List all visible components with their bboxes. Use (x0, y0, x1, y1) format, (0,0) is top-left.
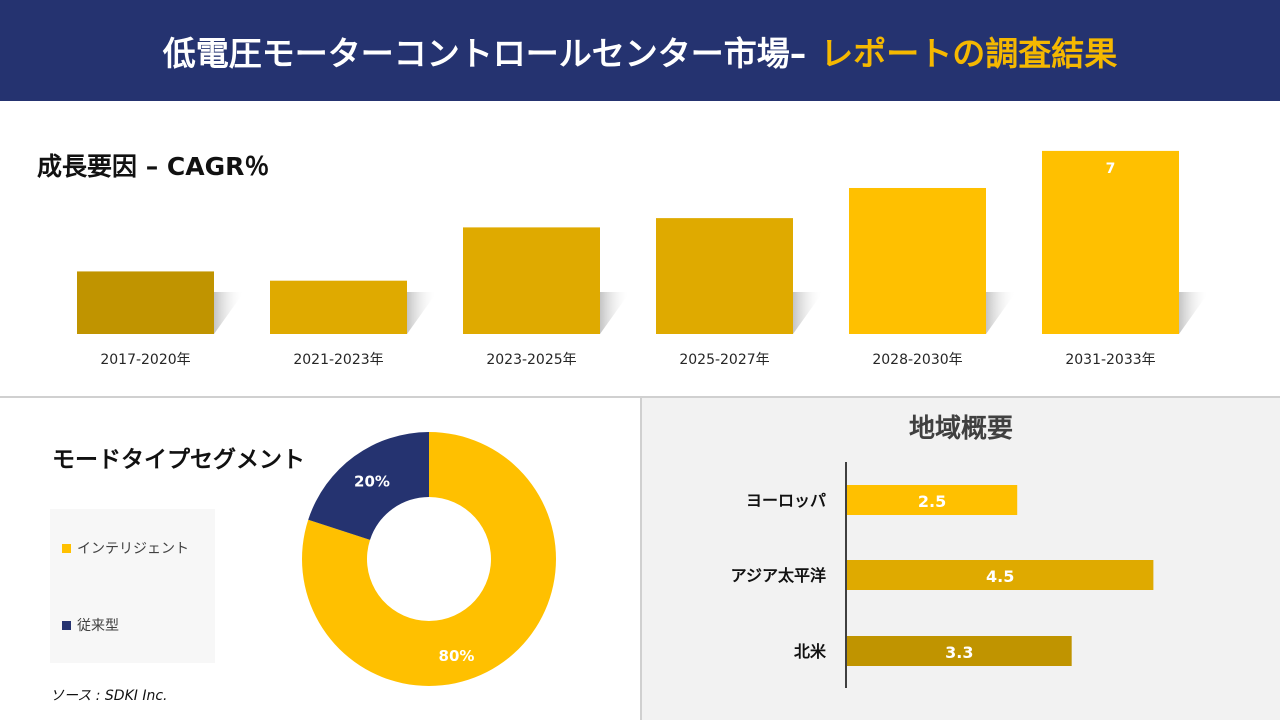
growth-bar-4 (656, 218, 793, 334)
growth-bar-3 (463, 227, 600, 334)
growth-bar-5 (849, 187, 986, 334)
region-category-label: ヨーロッパ (746, 491, 826, 510)
growth-tick-label: 2017-2020年 (100, 352, 190, 368)
legend-item-conventional: 従来型 (62, 615, 119, 635)
growth-chart-title: 成長要因 – CAGR％ (37, 152, 270, 181)
growth-tick-label: 2023-2025年 (486, 352, 576, 368)
growth-bar-shadow (986, 292, 1016, 334)
growth-tick-label: 2028-2030年 (872, 352, 962, 368)
legend-label-intelligent: インテリジェント (77, 541, 189, 557)
region-bar-2 (847, 560, 1154, 590)
region-bar-1 (847, 485, 1018, 515)
donut-data-label: 20% (354, 473, 390, 491)
growth-bar-shadow (600, 292, 630, 334)
growth-bar-2 (270, 280, 407, 334)
growth-tick-label: 2021-2023年 (293, 352, 383, 368)
growth-bar-shadow (214, 292, 244, 334)
region-bar-3 (847, 636, 1072, 666)
report-title-main: 低電圧モーターコントロールセンター市場– (162, 33, 807, 73)
donut-slice-1 (302, 432, 556, 686)
segment-chart-title: モードタイプセグメント (52, 447, 305, 473)
report-title-accent: レポートの調査結果 (820, 33, 1118, 73)
legend-swatch-intelligent (62, 543, 71, 553)
segment-donut-chart: 80% 20% (302, 432, 556, 686)
region-panel: 地域概要 ヨーロッパ 2.5 アジア太平洋 4.5 北米 3.3 (642, 398, 1280, 720)
region-bar-chart: ヨーロッパ 2.5 アジア太平洋 4.5 北米 3.3 (731, 462, 1154, 688)
legend-label-conventional: 従来型 (77, 618, 119, 634)
region-category-label: アジア太平洋 (731, 566, 826, 585)
region-data-label: 3.3 (945, 643, 973, 662)
growth-bar-1 (77, 271, 214, 334)
growth-data-label: 7 (1106, 161, 1116, 177)
donut-slice-2 (308, 432, 429, 540)
growth-tick-label: 2031-2033年 (1065, 352, 1155, 368)
header-banner: 低電圧モーターコントロールセンター市場– レポートの調査結果 (0, 0, 1280, 101)
region-data-label: 4.5 (986, 567, 1014, 586)
vertical-divider (640, 398, 642, 720)
growth-bar-shadow (793, 292, 823, 334)
source-note: ソース : SDKI Inc. (50, 688, 168, 704)
horizontal-divider (0, 396, 1280, 398)
region-data-label: 2.5 (918, 492, 946, 511)
growth-bar-shadow (1179, 292, 1209, 334)
legend-swatch-conventional (62, 620, 71, 630)
legend-item-intelligent: インテリジェント (62, 538, 189, 558)
report-title: 低電圧モーターコントロールセンター市場– レポートの調査結果 (163, 27, 1118, 75)
segment-legend: インテリジェント 従来型 (50, 509, 215, 663)
growth-bar-chart: 2017-2020年 2021-2023年 2023-2025年 2025-2027年… (77, 150, 1209, 368)
growth-bar-6 (1042, 150, 1179, 334)
growth-bar-shadow (407, 292, 437, 334)
growth-tick-label: 2025-2027年 (679, 352, 769, 368)
region-category-label: 北米 (794, 642, 827, 661)
region-chart-title: 地域概要 (908, 414, 1013, 444)
donut-data-label: 80% (439, 647, 475, 665)
